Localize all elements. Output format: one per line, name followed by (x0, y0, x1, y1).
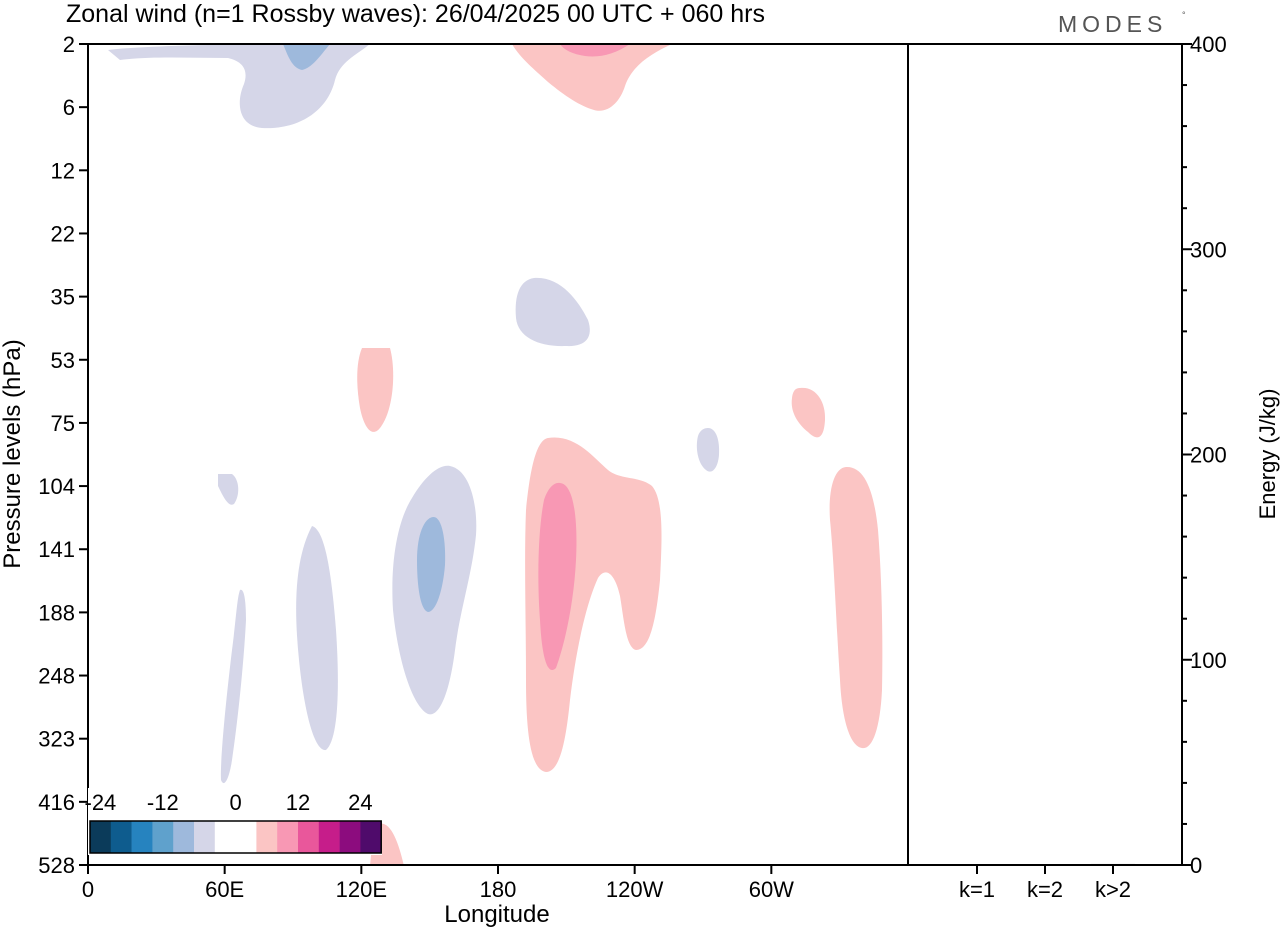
colorbar-swatch (173, 821, 195, 853)
pressure-axis: 2 6 12 22 35 53 75 104 141 188 248 323 416 528 (38, 32, 88, 878)
colorbar-swatch (152, 821, 174, 853)
x-tick-label: 0 (82, 877, 94, 902)
contour-pos-180-core (538, 482, 577, 670)
brand-logo: MODES (1058, 11, 1167, 37)
contour-neg-streak (220, 589, 246, 784)
x-tick-label: 180 (480, 877, 517, 902)
contour-pos-blob-right (791, 387, 826, 438)
contour-pos-60w (829, 466, 883, 749)
contour-neg-tiny (218, 474, 239, 505)
energy-tick-label: 400 (1190, 32, 1227, 57)
colorbar-swatch (298, 821, 320, 853)
y-tick-label: 141 (38, 537, 75, 562)
y-tick-label: 2 (63, 32, 75, 57)
energy-tick-label: 300 (1190, 237, 1227, 262)
longitude-axis: 0 60E 120E 180 120W 60W (82, 865, 794, 902)
contour-pos-top (512, 44, 672, 111)
x-axis-title: Longitude (444, 901, 549, 928)
x-tick-label: 120W (606, 877, 664, 902)
colorbar-tick-label: -12 (147, 790, 179, 815)
colorbar-swatch (131, 821, 153, 853)
energy-axis-title: Energy (J/kg) (1255, 389, 1280, 520)
energy-tick-label: 200 (1190, 443, 1227, 468)
contour-fills (108, 44, 883, 866)
energy-categories: k=1 k=2 k>2 (959, 865, 1131, 902)
energy-bar (955, 864, 999, 865)
contour-pos-53hpa (357, 348, 394, 432)
y-tick-label: 6 (63, 95, 75, 120)
colorbar-tick-label: 12 (286, 790, 310, 815)
colorbar-swatch (214, 821, 236, 853)
colorbar-swatch (277, 821, 299, 853)
energy-category-label: k=1 (959, 877, 995, 902)
y-tick-label: 416 (38, 790, 75, 815)
energy-tick-label: 100 (1190, 648, 1227, 673)
contour-neg-150e-core (417, 516, 446, 612)
y-tick-label: 53 (51, 348, 75, 373)
colorbar-tick-label: 0 (229, 790, 241, 815)
y-tick-label: 22 (51, 221, 75, 246)
y-tick-label: 188 (38, 600, 75, 625)
contour-neg-blob-right (696, 428, 720, 472)
y-tick-label: 75 (51, 411, 75, 436)
x-tick-label: 120E (336, 877, 387, 902)
colorbar-legend: -24 -12 0 12 24 (85, 788, 382, 855)
energy-tick-label: 0 (1190, 853, 1202, 878)
brand-mark: ° (1182, 10, 1186, 20)
contour-neg-top-left-core (283, 44, 330, 70)
colorbar-tick-label: -24 (85, 790, 117, 815)
contour-neg-35hpa (515, 277, 590, 347)
y-tick-label: 528 (38, 853, 75, 878)
colorbar-tick-label: 24 (348, 790, 372, 815)
x-tick-label: 60E (205, 877, 244, 902)
colorbar-swatch (194, 821, 216, 853)
contour-neg-top-left (108, 44, 370, 129)
energy-bar (1091, 863, 1135, 865)
contour-neg-100e (296, 526, 338, 751)
x-tick-label: 60W (749, 877, 794, 902)
y-tick-label: 35 (51, 285, 75, 310)
colorbar-swatch (110, 821, 132, 853)
colorbar-swatch (360, 821, 382, 853)
energy-category-label: k=2 (1027, 877, 1063, 902)
chart-title: Zonal wind (n=1 Rossby waves): 26/04/202… (66, 0, 765, 28)
energy-bar (1023, 864, 1067, 865)
main-plot-frame (87, 43, 909, 866)
colorbar-swatch (318, 821, 340, 853)
y-tick-label: 104 (38, 474, 75, 499)
energy-category-label: k>2 (1095, 877, 1131, 902)
colorbar-swatch (235, 821, 257, 853)
contour-pos-top-core (560, 44, 630, 57)
energy-axis: 0 100 200 300 400 (1182, 32, 1227, 878)
colorbar-swatch (90, 821, 112, 853)
y-tick-label: 323 (38, 727, 75, 752)
colorbar-swatch (256, 821, 278, 853)
energy-bars (955, 863, 1135, 865)
colorbar-swatch (339, 821, 361, 853)
colorbar-frame (89, 820, 382, 854)
y-tick-label: 248 (38, 664, 75, 689)
y-axis-title: Pressure levels (hPa) (0, 339, 26, 568)
y-tick-label: 12 (51, 158, 75, 183)
